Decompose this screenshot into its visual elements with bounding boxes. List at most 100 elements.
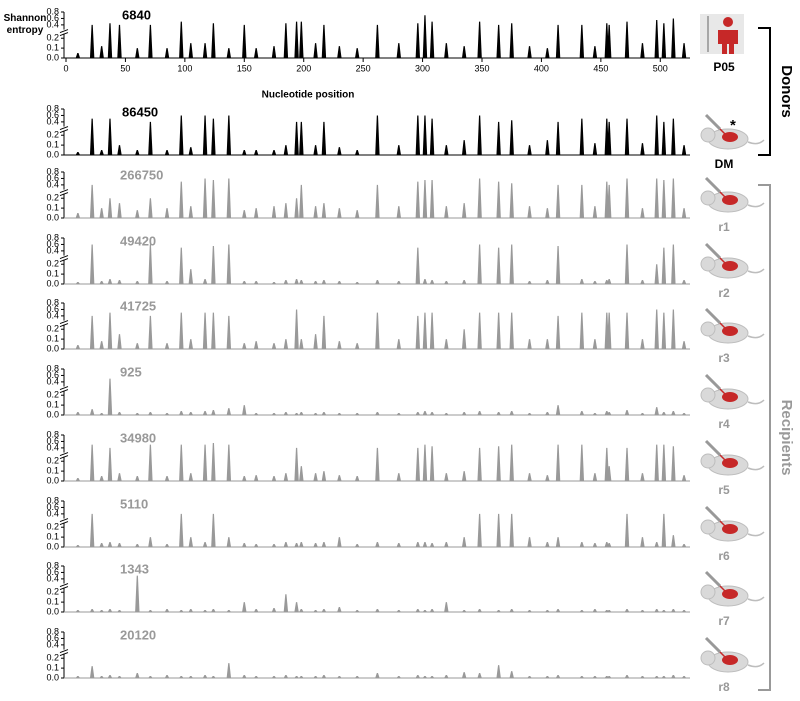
y-tick-label: 0.1 (46, 333, 59, 343)
entropy-spike (299, 21, 304, 58)
entropy-spike (283, 203, 289, 218)
entropy-spike (496, 312, 501, 349)
entropy-spike (283, 145, 289, 155)
entropy-spike (75, 345, 81, 349)
entropy-spike (294, 198, 299, 218)
entropy-spike (461, 140, 467, 155)
entropy-spike (444, 675, 449, 678)
entropy-spike (294, 602, 299, 612)
entropy-spike (75, 545, 81, 547)
entropy-spike (135, 673, 140, 678)
entropy-spike (661, 121, 667, 155)
entropy-spike (242, 476, 247, 481)
mouse-liver (722, 132, 738, 142)
entropy-spike (188, 412, 193, 415)
mouse-tail (747, 399, 765, 405)
entropy-spike (415, 181, 421, 218)
entropy-spike (211, 443, 216, 481)
syringe (704, 176, 722, 194)
entropy-spike (671, 118, 676, 155)
entropy-spike (375, 280, 380, 284)
entropy-spike (429, 676, 435, 678)
entropy-spike (415, 115, 421, 155)
entropy-spike (422, 411, 428, 415)
y-tick-label: 0.8 (46, 495, 59, 505)
entropy-spike (89, 409, 95, 415)
entropy-spike (461, 471, 467, 481)
entropy-spike (640, 43, 645, 58)
entropy-spike (671, 178, 676, 218)
entropy-spike (496, 247, 501, 284)
entropy-spike (624, 513, 630, 547)
syringe-tip (719, 520, 726, 527)
entropy-spike (148, 676, 153, 678)
entropy-spike (477, 673, 482, 678)
entropy-spike (681, 341, 687, 349)
y-axis-title: Shannon entropy (4, 13, 47, 36)
entropy-spike (226, 663, 232, 678)
entropy-spike (179, 610, 184, 612)
entropy-spike (321, 24, 327, 59)
entropy-spike (624, 675, 630, 678)
entropy-spike (99, 281, 104, 284)
axis-break (59, 389, 69, 394)
x-axis-title: Nucleotide position (262, 90, 355, 101)
entropy-spike (592, 676, 598, 678)
entropy-spike (671, 675, 676, 678)
y-tick-label: 0.1 (46, 662, 59, 672)
entropy-spike (654, 309, 659, 349)
entropy-spike (527, 473, 532, 481)
entropy-spike (188, 206, 193, 218)
entropy-spike (89, 513, 95, 547)
syringe-tip (719, 651, 726, 658)
entropy-spike (429, 118, 435, 155)
syringe (704, 307, 722, 325)
syringe-tip (719, 128, 726, 135)
entropy-spike (654, 264, 659, 284)
entropy-spike (89, 184, 95, 218)
entropy-spike (89, 444, 95, 481)
entropy-spike (148, 412, 153, 415)
y-tick-label: 0.0 (46, 475, 59, 485)
entropy-spike (271, 46, 277, 58)
y-tick-label: 0.2 (46, 587, 59, 597)
entropy-spike (226, 444, 232, 481)
entropy-spike (661, 676, 667, 678)
entropy-spike (555, 184, 561, 218)
entropy-spike (117, 610, 122, 612)
entropy-spike (202, 312, 208, 349)
syringe-tip (719, 585, 726, 592)
entropy-spike (496, 446, 501, 481)
entropy-spike (99, 46, 104, 58)
entropy-spike (496, 121, 501, 155)
sample-icon (700, 636, 765, 673)
entropy-spike (496, 665, 501, 678)
entropy-spike (313, 145, 318, 155)
entropy-spike (99, 341, 104, 349)
panel: 0.00.10.2 0.40.60.8 41725 r3 (46, 297, 765, 365)
y-tick-label: 0.2 (46, 33, 59, 43)
entropy-spike (202, 444, 208, 481)
entropy-spike (579, 676, 585, 678)
entropy-spike (555, 609, 561, 612)
syringe-tip (719, 454, 726, 461)
entropy-spike (527, 145, 532, 155)
entropy-spike (579, 24, 585, 59)
read-count: 34980 (120, 430, 156, 445)
entropy-spike (375, 609, 380, 612)
entropy-spike (624, 609, 630, 612)
entropy-spike (422, 115, 428, 155)
entropy-spike (592, 413, 598, 415)
entropy-spike (179, 513, 184, 547)
entropy-spike (164, 150, 170, 155)
y-tick-label: 0.6 (46, 13, 59, 23)
entropy-spike (396, 676, 401, 678)
entropy-spike (135, 210, 140, 218)
entropy-spike (117, 280, 122, 284)
y-tick-label: 0.8 (46, 6, 59, 16)
group-bracket (758, 27, 771, 156)
entropy-spike (321, 412, 327, 415)
sample-label: r4 (718, 417, 730, 431)
axis-break (59, 189, 69, 194)
